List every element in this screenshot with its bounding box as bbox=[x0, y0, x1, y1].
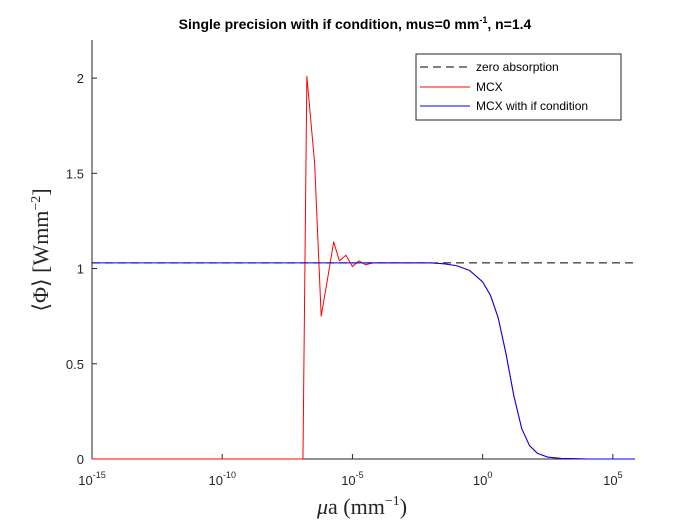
series-mcx bbox=[92, 75, 635, 460]
y-axis-label-exponent: −2 bbox=[29, 196, 44, 211]
x-axis-label-symbol: μ bbox=[316, 494, 328, 519]
y-tick-label: 1 bbox=[77, 262, 84, 277]
x-axis-label-unit: (mm bbox=[338, 494, 385, 519]
x-tick-label: 10-15 bbox=[78, 470, 105, 488]
x-tick-label: 105 bbox=[603, 470, 622, 488]
legend: zero absorption MCX MCX with if conditio… bbox=[415, 53, 622, 121]
chart-title-main: Single precision with if condition, mus=… bbox=[179, 16, 480, 32]
x-tick-exponent: -15 bbox=[93, 470, 106, 480]
x-tick-exponent: -5 bbox=[356, 470, 364, 480]
series-mcx-if-condition bbox=[92, 262, 635, 460]
y-axis-label-main: ⟨Φ⟩ [Wmm bbox=[28, 211, 53, 312]
y-axis-label-close: ] bbox=[28, 188, 53, 195]
y-tick-label: 0 bbox=[77, 452, 84, 467]
chart-title-superscript: -1 bbox=[479, 15, 487, 25]
x-tick-exponent: 5 bbox=[618, 470, 623, 480]
x-axis-label: μa (mm−1) bbox=[316, 494, 407, 519]
y-axis-label: ⟨Φ⟩ [Wmm−2] bbox=[28, 188, 53, 311]
chart-title: Single precision with if condition, mus=… bbox=[179, 15, 532, 32]
x-tick-base: 10 bbox=[473, 473, 487, 488]
series-layer bbox=[92, 75, 635, 460]
x-tick-base: 10 bbox=[341, 473, 355, 488]
legend-label-mcx-if: MCX with if condition bbox=[476, 99, 588, 113]
x-axis-label-exponent: −1 bbox=[385, 494, 400, 509]
x-tick-base: 10 bbox=[78, 473, 92, 488]
x-tick-label: 10-5 bbox=[341, 470, 363, 488]
x-tick-base: 10 bbox=[208, 473, 222, 488]
x-tick-exponent: 0 bbox=[487, 470, 492, 480]
legend-label-mcx: MCX bbox=[476, 80, 503, 94]
x-axis-label-close: ) bbox=[400, 494, 407, 519]
x-axis-label-subscript: a bbox=[328, 494, 338, 519]
legend-label-zero-absorption: zero absorption bbox=[476, 60, 559, 74]
y-tick-label: 2 bbox=[77, 71, 84, 86]
x-tick-label: 100 bbox=[473, 470, 492, 488]
y-tick-label: 0.5 bbox=[66, 357, 84, 372]
x-tick-exponent: -10 bbox=[223, 470, 236, 480]
chart-title-tail: , n=1.4 bbox=[487, 16, 531, 32]
x-tick-base: 10 bbox=[603, 473, 617, 488]
y-tick-label: 1.5 bbox=[66, 166, 84, 181]
x-tick-label: 10-10 bbox=[208, 470, 235, 488]
